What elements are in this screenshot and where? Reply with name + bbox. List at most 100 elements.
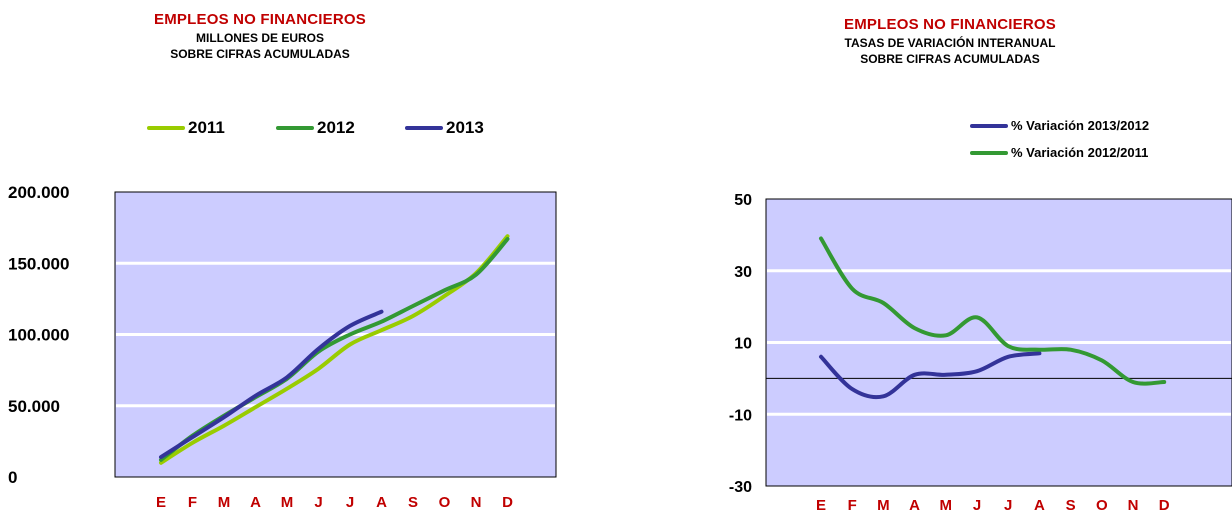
data-point [381, 321, 382, 322]
x-tick-label: A [1034, 497, 1045, 514]
left-line-chart: 0 50.000 100.000 150.000 200.000 E F M A M J J A S O N D [8, 183, 557, 511]
data-point [381, 330, 382, 331]
y-tick-label: 50 [734, 192, 752, 209]
y-tick-label: 150.000 [8, 254, 69, 273]
x-tick-label: D [1159, 497, 1170, 514]
data-point [883, 303, 884, 304]
legend-var-2013-2012: % Variación 2013/2012 [970, 118, 1149, 133]
data-point [255, 395, 256, 396]
right-chart-title: EMPLEOS NO FINANCIEROS [844, 16, 1056, 33]
y-tick-label: 50.000 [8, 397, 60, 416]
data-point [852, 288, 853, 289]
series-line-0 [159, 234, 510, 465]
data-point [1039, 349, 1040, 350]
data-point [192, 442, 193, 443]
legend-2012: 2012 [276, 118, 355, 138]
data-point [507, 239, 508, 240]
data-point [945, 335, 946, 336]
x-tick-label: J [1004, 497, 1012, 514]
data-point [821, 356, 822, 357]
x-tick-label: M [218, 494, 231, 511]
right-line-chart: -30 -10 10 30 50 E F M A M J J A S O N D [729, 192, 1232, 514]
y-tick-label: 0 [8, 468, 17, 487]
y-tick-label: 200.000 [8, 183, 69, 202]
data-point [852, 389, 853, 390]
y-tick-label: -30 [729, 479, 752, 496]
data-point [821, 238, 822, 239]
data-point [161, 457, 162, 458]
x-tick-label: S [408, 494, 418, 511]
legend-var-2012-2011-swatch [970, 150, 1008, 155]
y-tick-label: 30 [734, 264, 752, 281]
x-tick-label: O [1096, 497, 1108, 514]
y-tick-label: 100.000 [8, 326, 69, 345]
data-point [161, 462, 162, 463]
data-point [350, 334, 351, 335]
legend-var-2013-2012-swatch [970, 123, 1008, 128]
legend-2013: 2013 [405, 118, 484, 138]
data-point [977, 317, 978, 318]
x-tick-label: J [973, 497, 981, 514]
data-point [161, 459, 162, 460]
legend-2011-label: 2011 [188, 118, 225, 137]
x-tick-label: M [281, 494, 294, 511]
data-point [977, 371, 978, 372]
x-tick-label: J [346, 494, 354, 511]
y-tick-label: -10 [729, 407, 752, 424]
legend-2011: 2011 [147, 118, 225, 138]
legend-var-2012-2011-label: % Variación 2012/2011 [1011, 145, 1149, 160]
legend-2012-swatch [276, 126, 314, 130]
x-tick-label: O [439, 494, 451, 511]
x-tick-label: N [471, 494, 482, 511]
x-tick-label: D [502, 494, 513, 511]
legend-2013-swatch [405, 126, 443, 130]
x-tick-label: M [877, 497, 890, 514]
legend-2013-label: 2013 [446, 118, 484, 137]
data-point [945, 374, 946, 375]
data-point [318, 368, 319, 369]
x-tick-label: F [188, 494, 197, 511]
data-point [350, 344, 351, 345]
legend-var-2012-2011: % Variación 2012/2011 [970, 145, 1148, 160]
legend-2011-swatch [147, 126, 185, 130]
data-point [1133, 381, 1134, 382]
data-point [476, 274, 477, 275]
right-chart-subtitle-2: SOBRE CIFRAS ACUMULADAS [860, 52, 1040, 66]
series-line-1 [819, 236, 1167, 386]
data-point [224, 425, 225, 426]
data-point [1008, 346, 1009, 347]
data-point [507, 236, 508, 237]
x-tick-label: A [376, 494, 387, 511]
data-point [224, 417, 225, 418]
data-point [287, 388, 288, 389]
x-tick-label: F [848, 497, 857, 514]
x-tick-label: E [816, 497, 826, 514]
data-point [287, 377, 288, 378]
data-point [192, 437, 193, 438]
y-tick-label: 10 [734, 336, 752, 353]
data-point [318, 348, 319, 349]
data-point [914, 374, 915, 375]
data-point [255, 407, 256, 408]
series-line-2 [159, 309, 384, 460]
left-chart-title: EMPLEOS NO FINANCIEROS [154, 11, 366, 28]
left-chart-subtitle-2: SOBRE CIFRAS ACUMULADAS [170, 47, 350, 61]
data-point [1101, 360, 1102, 361]
x-tick-label: N [1128, 497, 1139, 514]
legend-2012-label: 2012 [317, 118, 355, 137]
series-line-0 [819, 351, 1042, 400]
x-tick-label: A [909, 497, 920, 514]
data-point [413, 315, 414, 316]
data-point [914, 328, 915, 329]
data-point [413, 306, 414, 307]
data-point [444, 296, 445, 297]
data-point [883, 396, 884, 397]
data-point [350, 325, 351, 326]
data-point [1070, 349, 1071, 350]
data-point [1164, 381, 1165, 382]
data-point [381, 311, 382, 312]
x-tick-label: J [314, 494, 322, 511]
data-point [444, 290, 445, 291]
x-tick-label: S [1066, 497, 1076, 514]
x-tick-label: E [156, 494, 166, 511]
